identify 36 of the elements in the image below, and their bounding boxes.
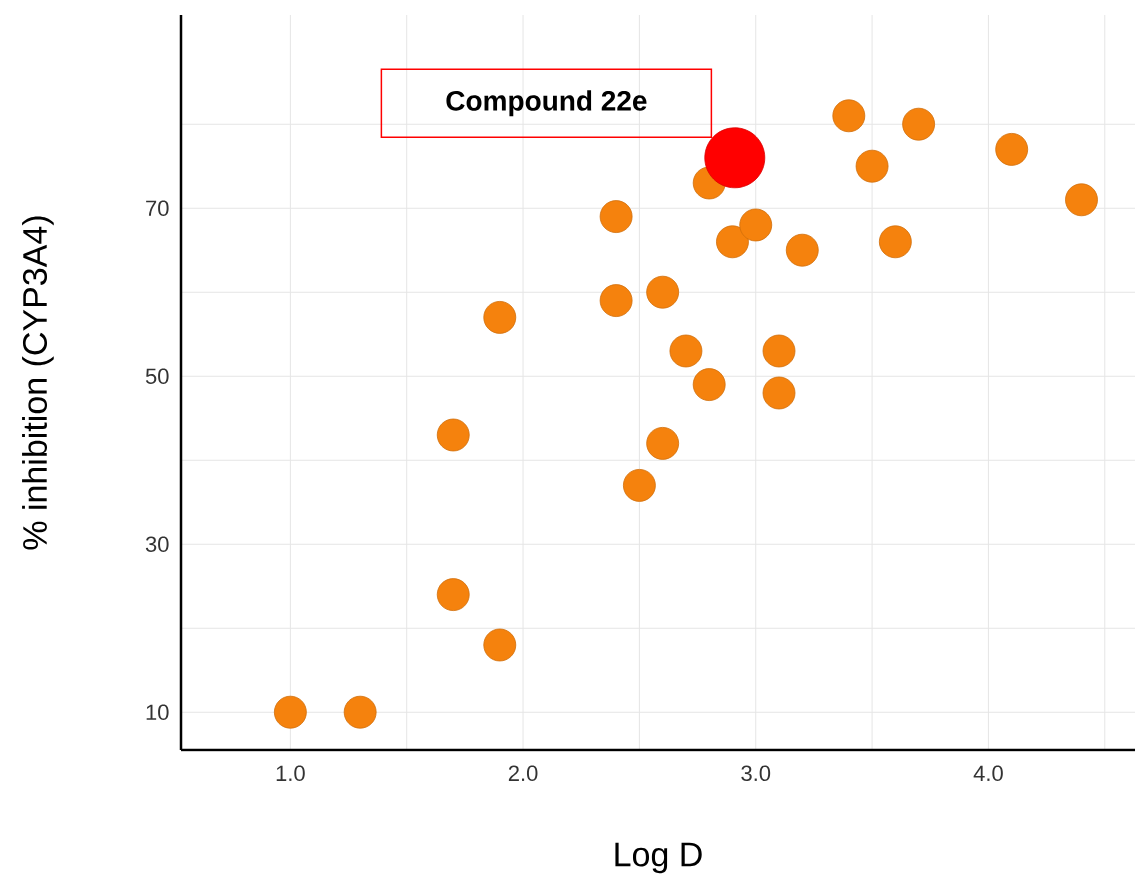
- point: [692, 368, 726, 401]
- point: [739, 208, 773, 242]
- point: [622, 469, 656, 502]
- x-tick-label: 1.0: [276, 765, 305, 782]
- point: [273, 695, 307, 729]
- point: [762, 376, 796, 410]
- annotation: Compound 22e: [446, 90, 647, 117]
- point: [599, 284, 633, 317]
- point: [878, 225, 912, 259]
- point: [646, 427, 680, 460]
- point: [343, 695, 377, 729]
- point: [646, 275, 680, 309]
- point: [785, 233, 819, 267]
- y-tick-label: 30: [145, 536, 169, 552]
- point: [1065, 183, 1098, 217]
- point: [669, 334, 703, 368]
- point: [855, 149, 889, 183]
- x-tick-label: 2.0: [508, 765, 538, 782]
- point: [716, 225, 749, 259]
- x-tick-label: 3.0: [741, 765, 771, 782]
- point: [762, 334, 796, 368]
- point: [902, 107, 936, 141]
- point: [436, 578, 470, 611]
- y-axis-title: % inhibition (CYP3A4): [22, 216, 54, 550]
- point: [436, 418, 470, 452]
- x-axis-title: Log D: [615, 842, 702, 874]
- point: [483, 301, 517, 334]
- y-tick-label: 10: [146, 704, 169, 720]
- y-tick-label: 70: [146, 200, 169, 216]
- point: [704, 127, 766, 189]
- point: [832, 99, 866, 133]
- point: [483, 628, 517, 662]
- point: [599, 200, 633, 233]
- y-tick-label: 50: [145, 368, 169, 384]
- x-tick-label: 4.0: [973, 765, 1003, 782]
- point: [995, 132, 1029, 166]
